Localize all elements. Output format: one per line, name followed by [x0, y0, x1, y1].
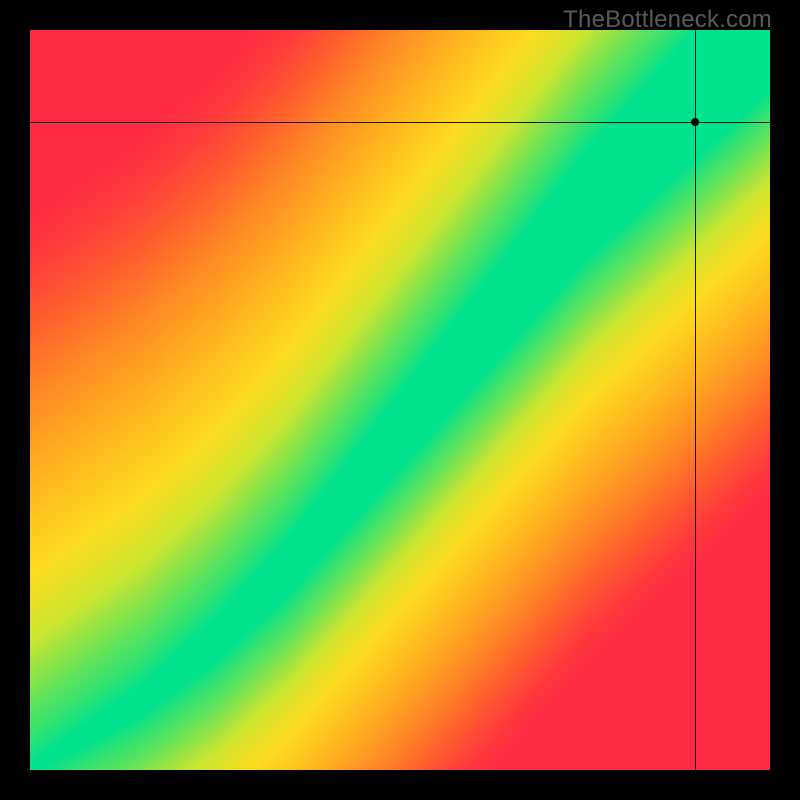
crosshair-horizontal-line — [30, 122, 770, 123]
crosshair-vertical-line — [695, 30, 696, 770]
bottleneck-heatmap — [30, 30, 770, 770]
heatmap-canvas — [30, 30, 770, 770]
crosshair-marker-dot — [691, 118, 699, 126]
